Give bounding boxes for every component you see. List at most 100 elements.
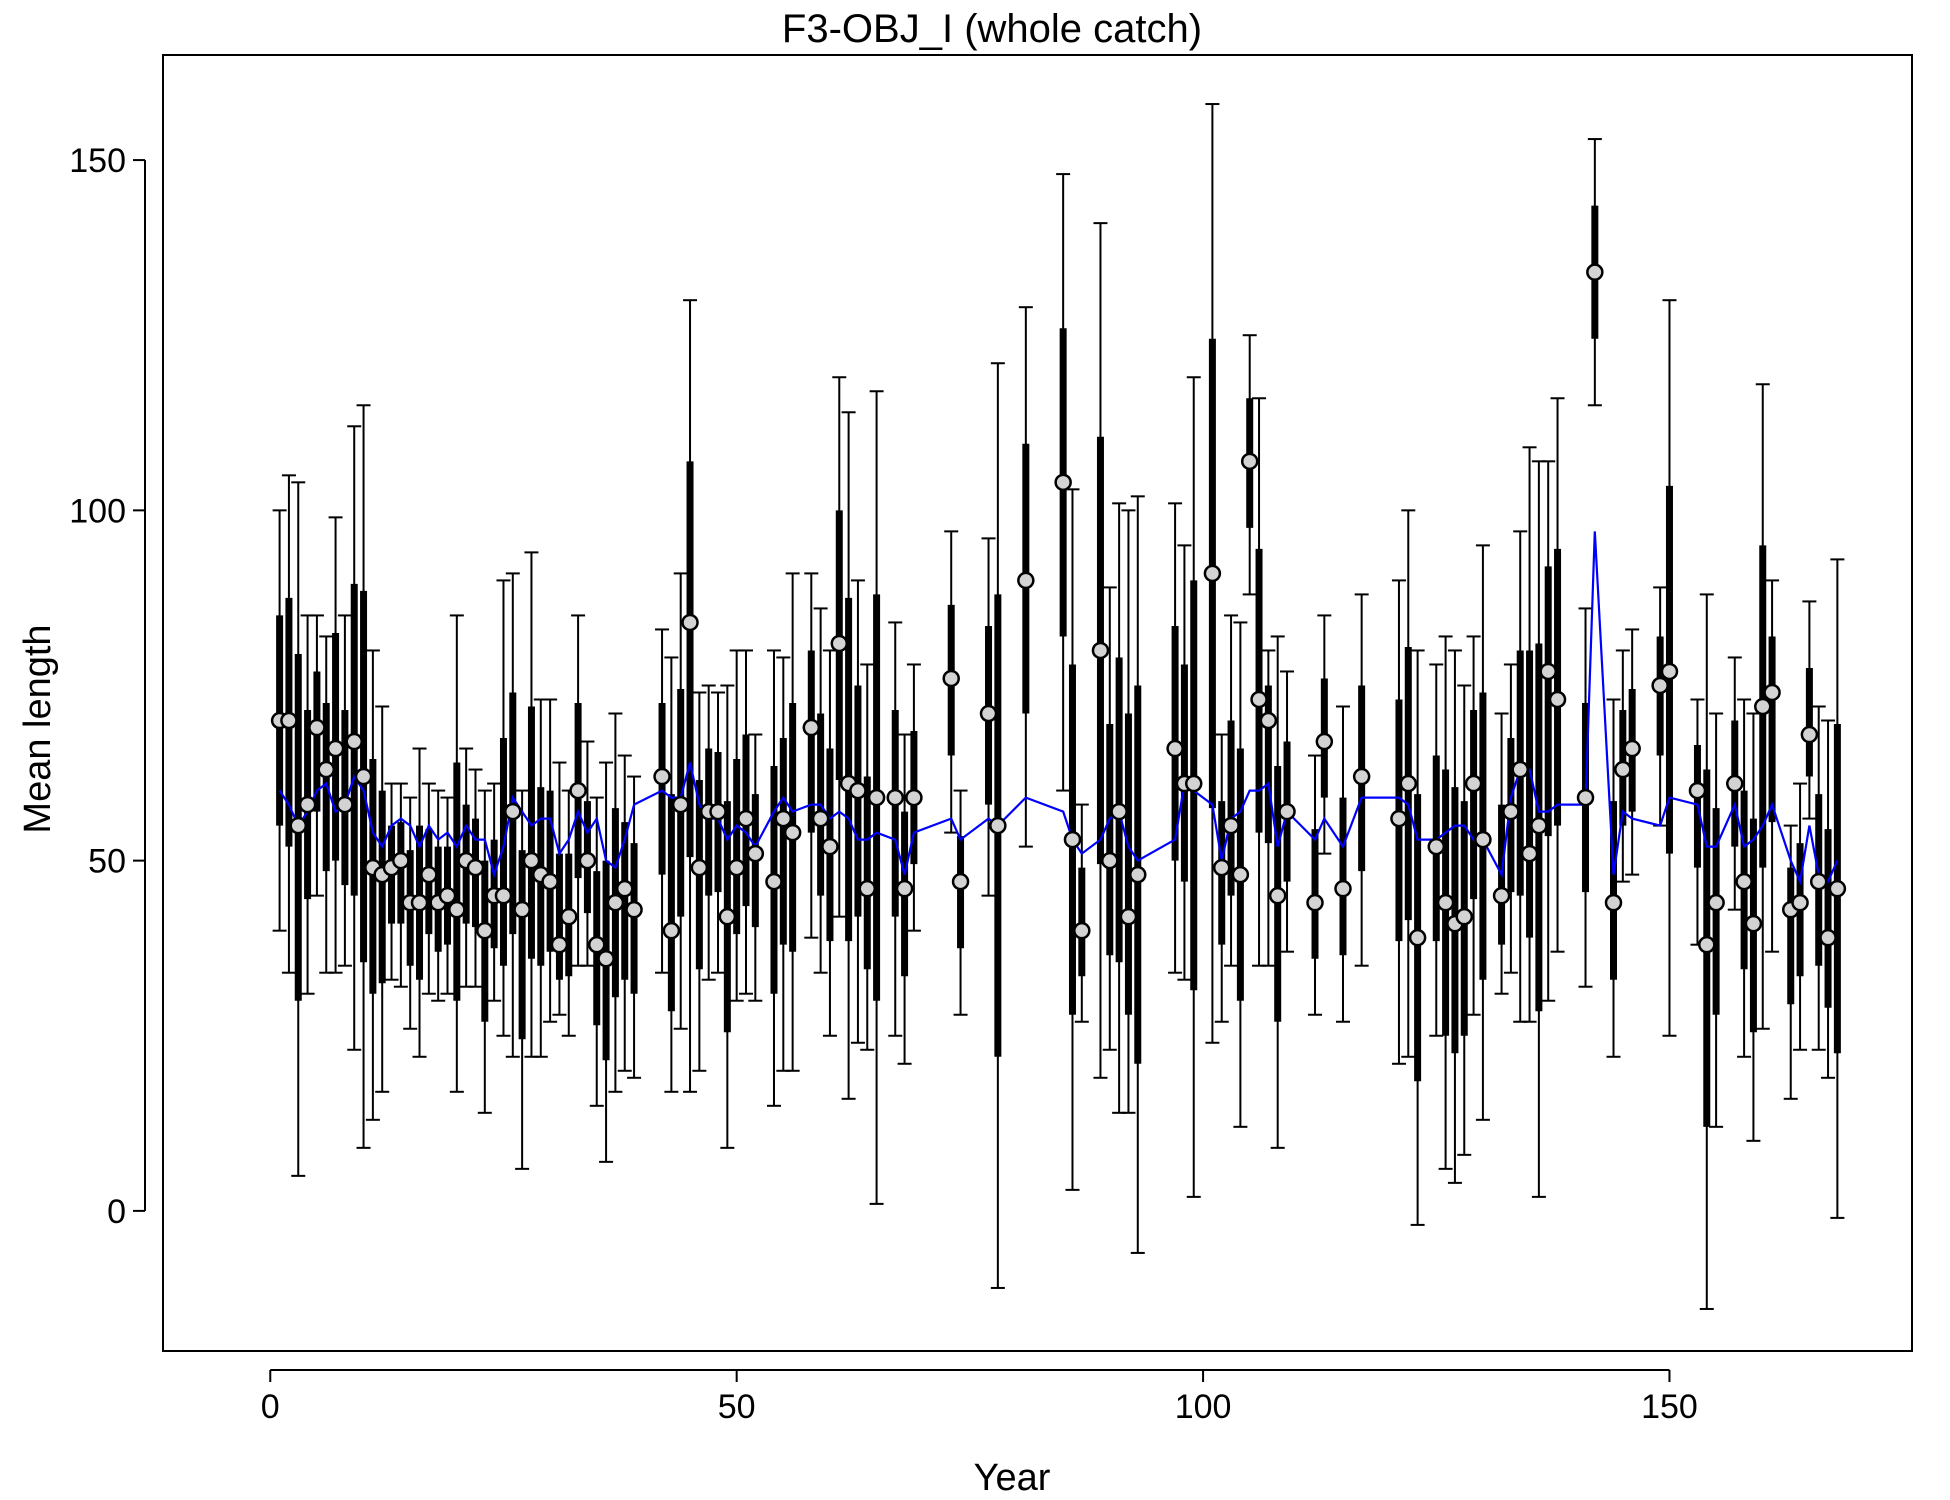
observed-point xyxy=(1063,830,1082,849)
error-bar xyxy=(1550,397,1565,953)
observed-point xyxy=(1352,767,1371,786)
observed-point xyxy=(326,739,345,758)
error-bar xyxy=(1821,719,1836,1079)
observed-point xyxy=(1408,928,1427,947)
observed-point xyxy=(448,900,466,919)
error-bar xyxy=(888,621,903,1037)
observed-point xyxy=(615,879,634,898)
observed-point xyxy=(550,935,569,954)
observed-point xyxy=(1054,473,1072,492)
observed-point xyxy=(653,767,671,786)
error-bar xyxy=(655,628,670,974)
error-bar xyxy=(711,691,726,974)
y-tick-label: 0 xyxy=(107,1193,126,1231)
observed-point xyxy=(1427,837,1446,856)
observed-point xyxy=(690,858,709,877)
error-bars xyxy=(272,103,1845,1310)
observed-point xyxy=(662,921,681,940)
observed-point xyxy=(606,893,625,912)
observed-point xyxy=(1399,774,1418,793)
observed-point xyxy=(1306,893,1324,912)
observed-point xyxy=(1231,865,1250,884)
expected-mean-length-line xyxy=(278,531,1839,886)
error-bar xyxy=(1308,754,1323,1016)
observed-point xyxy=(1791,893,1809,912)
observed-point xyxy=(392,851,410,870)
observed-point xyxy=(1539,662,1557,681)
observed-point xyxy=(1660,662,1679,681)
observed-point xyxy=(522,851,541,870)
observed-point xyxy=(1474,830,1492,849)
error-bar xyxy=(617,754,632,1072)
observed-point xyxy=(1212,858,1231,877)
error-bar xyxy=(1261,649,1276,967)
x-axis-label: Year xyxy=(974,1457,1051,1499)
error-bar xyxy=(850,579,865,1044)
observed-point xyxy=(625,900,643,919)
observed-point xyxy=(1091,641,1110,660)
observed-point xyxy=(1828,879,1847,898)
observed-point xyxy=(410,893,429,912)
error-bar xyxy=(776,656,791,1072)
plot-frame xyxy=(162,54,1913,1352)
observed-point xyxy=(737,809,755,828)
observed-point xyxy=(578,851,597,870)
observed-point xyxy=(681,613,699,632)
observed-point xyxy=(1315,732,1334,751)
observed-point xyxy=(1520,844,1539,863)
error-bar xyxy=(477,789,492,1114)
chart-title: F3-OBJ_I (whole catch) xyxy=(782,7,1202,51)
observed-point xyxy=(1754,697,1772,716)
observed-point xyxy=(1240,452,1259,471)
x-tick-label: 100 xyxy=(1175,1388,1232,1426)
observed-point xyxy=(569,781,587,800)
observed-point xyxy=(1651,676,1669,695)
error-bar xyxy=(1494,712,1509,995)
error-bar xyxy=(1709,712,1724,1128)
observed-point xyxy=(718,907,737,926)
error-bar xyxy=(1783,824,1798,1100)
observed-point xyxy=(317,760,335,779)
error-bar xyxy=(543,698,558,1023)
observed-point xyxy=(783,823,802,842)
observed-point xyxy=(1726,774,1744,793)
error-bar xyxy=(748,733,763,1002)
observed-point xyxy=(298,795,317,814)
observed-point xyxy=(821,837,839,856)
observed-mean-length-points xyxy=(270,263,1847,968)
observed-point xyxy=(1586,263,1604,281)
observed-point xyxy=(1203,564,1222,583)
error-bar xyxy=(1177,544,1192,981)
observed-point xyxy=(1101,851,1119,870)
observed-point xyxy=(1819,928,1837,947)
error-bar xyxy=(627,775,642,1079)
x-tick-label: 0 xyxy=(261,1388,280,1426)
x-axis: 0 50 100 150 xyxy=(261,1369,1698,1426)
observed-point xyxy=(774,809,793,828)
error-bar xyxy=(701,684,716,981)
observed-point xyxy=(1698,935,1716,954)
observed-point xyxy=(345,732,363,751)
error-bar xyxy=(309,614,324,897)
observed-point xyxy=(1511,760,1529,779)
error-bar xyxy=(953,789,968,1016)
x-tick-label: 150 xyxy=(1641,1388,1698,1426)
observed-point xyxy=(466,858,485,877)
error-bar xyxy=(1653,586,1668,827)
observed-point xyxy=(588,935,606,954)
observed-point xyxy=(420,865,438,884)
observed-point xyxy=(476,921,494,940)
observed-point xyxy=(560,907,578,926)
observed-point xyxy=(1604,893,1623,912)
observed-point xyxy=(1614,760,1632,779)
observed-point xyxy=(1735,872,1753,891)
observed-point xyxy=(513,900,531,919)
error-bar xyxy=(403,796,418,1030)
observed-point xyxy=(1455,907,1474,926)
observed-point xyxy=(1334,879,1352,898)
y-tick-label: 150 xyxy=(69,142,126,180)
observed-point xyxy=(1464,774,1483,793)
observed-point xyxy=(1184,774,1203,793)
error-bar xyxy=(496,579,511,1037)
